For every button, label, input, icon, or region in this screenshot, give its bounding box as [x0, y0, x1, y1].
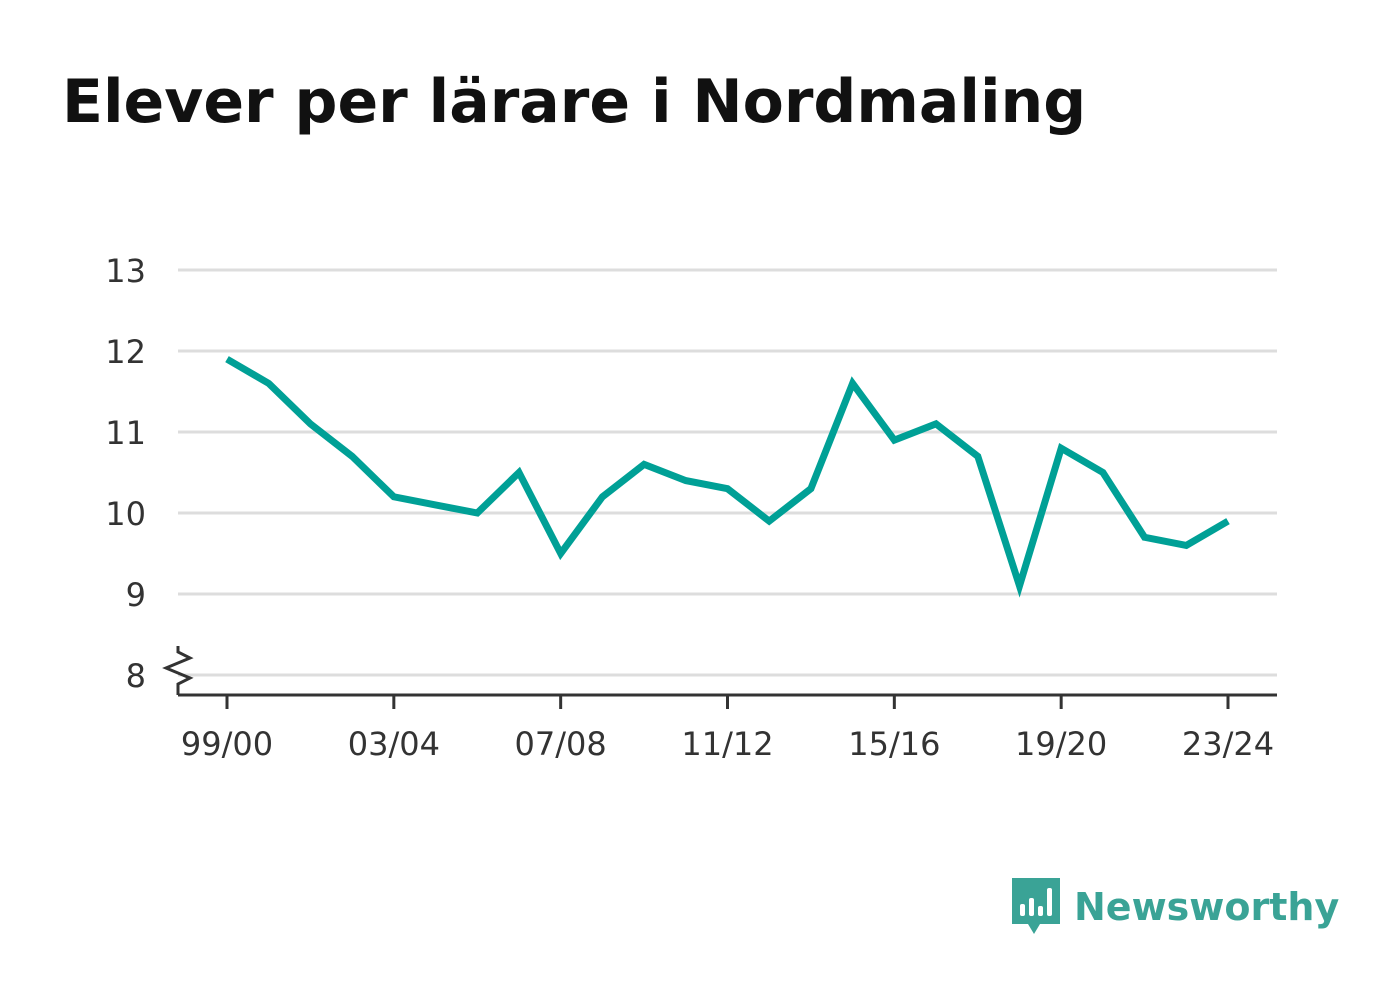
x-tick-label: 15/16 [848, 725, 940, 763]
x-axis-tick-labels: 99/00 03/04 07/08 11/12 15/16 19/20 23/24 [181, 725, 1274, 763]
brand-logo: Newsworthy [1010, 876, 1339, 938]
x-axis [162, 646, 1277, 709]
y-tick-label: 12 [105, 333, 146, 371]
y-tick-label: 8 [126, 657, 146, 695]
x-tick-label: 99/00 [181, 725, 273, 763]
x-tick-label: 07/08 [515, 725, 607, 763]
gridlines [178, 268, 1277, 677]
series-line [225, 356, 1230, 598]
series-group [225, 356, 1230, 598]
bar-chart-speech-bubble-icon [1012, 878, 1060, 934]
y-tick-label: 11 [105, 414, 146, 452]
y-tick-label: 9 [126, 576, 146, 614]
y-axis-tick-labels: 8 9 10 11 12 13 [105, 252, 146, 695]
brand-name: Newsworthy [1074, 885, 1340, 929]
y-axis-break [162, 646, 194, 695]
x-tick-label: 19/20 [1015, 725, 1107, 763]
y-tick-label: 10 [105, 495, 146, 533]
x-tick-label: 11/12 [681, 725, 773, 763]
chart-title: Elever per lärare i Nordmaling [62, 67, 1087, 137]
x-tick-label: 23/24 [1182, 725, 1274, 763]
x-tick-label: 03/04 [348, 725, 440, 763]
y-tick-label: 13 [105, 252, 146, 290]
